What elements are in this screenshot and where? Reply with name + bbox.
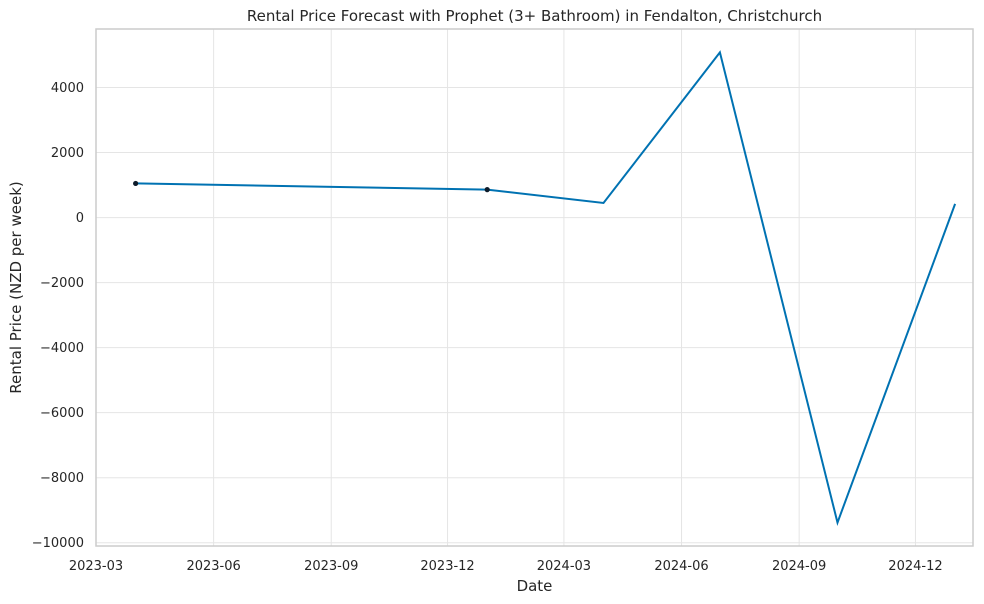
x-axis-ticks: 2023-03 2023-06 2023-09 2023-12 2024-03 2024-… — [69, 559, 943, 574]
forecast-line — [135, 50, 957, 526]
plot-area — [96, 29, 973, 546]
observed-point — [133, 180, 139, 187]
gridlines — [95, 29, 973, 546]
x-tick-label: 2023-12 — [420, 559, 474, 574]
y-tick-label: 2000 — [51, 146, 84, 161]
x-tick-label: 2024-12 — [888, 559, 942, 574]
y-tick-label: −2000 — [40, 276, 84, 291]
y-tick-label: −6000 — [40, 406, 84, 421]
x-axis-title: Date — [517, 577, 553, 595]
y-axis-ticks: 4000 2000 0 −2000 −4000 −6000 −8000 −10000 — [32, 81, 84, 551]
chart-title: Rental Price Forecast with Prophet (3+ B… — [247, 7, 822, 25]
y-tick-label: −10000 — [32, 536, 84, 551]
y-tick-label: 0 — [76, 211, 84, 226]
y-tick-label: 4000 — [51, 81, 84, 96]
x-tick-label: 2024-03 — [537, 559, 591, 574]
x-tick-label: 2024-09 — [772, 559, 826, 574]
plot-frame — [95, 28, 974, 547]
y-tick-label: −4000 — [40, 341, 84, 356]
y-axis-title: Rental Price (NZD per week) — [7, 181, 25, 393]
observed-point — [484, 187, 490, 193]
series-layer — [133, 50, 957, 526]
y-tick-label: −8000 — [40, 471, 84, 486]
x-tick-label: 2024-06 — [654, 559, 708, 574]
x-tick-label: 2023-09 — [304, 559, 358, 574]
x-tick-label: 2023-03 — [69, 559, 123, 574]
x-tick-label: 2023-06 — [186, 559, 240, 574]
